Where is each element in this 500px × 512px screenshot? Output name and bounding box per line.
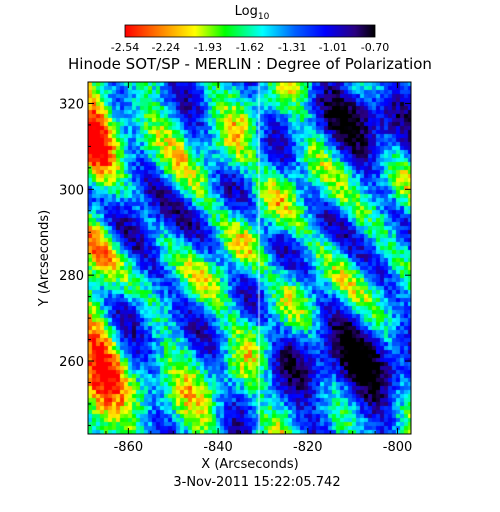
y-tick-label: 300 [59,183,84,198]
colorbar-tick-label: -1.31 [278,41,306,54]
y-axis-ticks: 260 280 300 320 [59,81,411,426]
figure-title: Hinode SOT/SP - MERLIN : Degree of Polar… [68,55,432,73]
y-tick-label: 260 [59,355,84,370]
y-tick-label: 280 [59,269,84,284]
y-tick-label: 320 [59,97,84,112]
colorbar-ticks: -2.54 -2.24 -1.93 -1.62 -1.31 -1.01 -0.70 [111,41,389,54]
timestamp: 3-Nov-2011 15:22:05.742 [173,475,340,490]
x-tick-label: -820 [293,440,323,455]
polarization-heatmap [88,82,411,434]
colorbar [124,24,376,38]
colorbar-tick-label: -1.93 [194,41,222,54]
colorbar-tick-label: -2.54 [111,41,139,54]
colorbar-title: Log10 [235,4,270,22]
colorbar-tick-label: -1.01 [319,41,347,54]
colorbar-tick-label: -1.62 [236,41,264,54]
plot-frame [87,81,412,435]
x-tick-label: -800 [383,440,413,455]
x-tick-label: -860 [114,440,144,455]
heatmap-image [88,82,411,434]
colorbar-tick-label: -2.24 [152,41,180,54]
x-tick-label: -840 [203,440,233,455]
y-axis-label: Y (Arcseconds) [37,210,52,307]
colorbar-tick-label: -0.70 [361,41,389,54]
x-axis-label: X (Arcseconds) [201,457,298,472]
x-axis-ticks: -860 -840 -820 -800 [105,82,413,455]
